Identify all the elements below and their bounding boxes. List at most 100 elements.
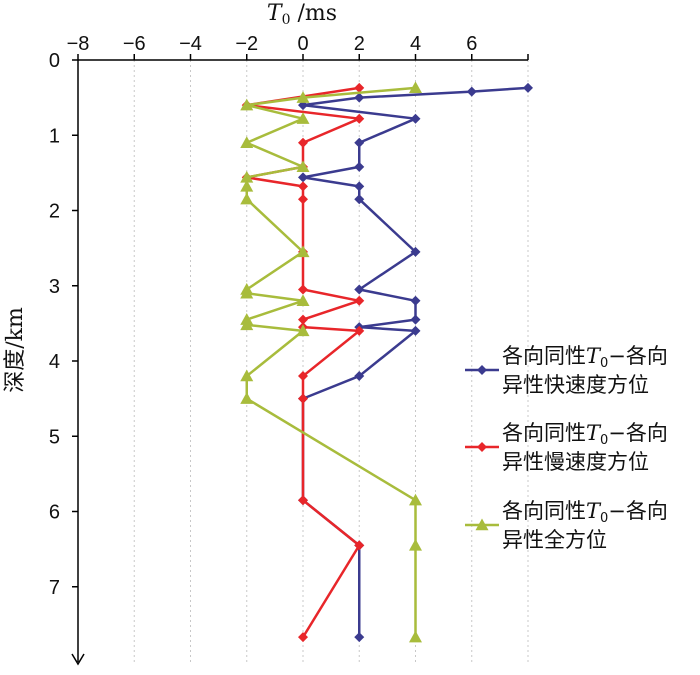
legend-label-line2: 异性快速度方位	[502, 373, 649, 397]
data-point	[240, 170, 254, 183]
data-point	[523, 82, 533, 93]
data-point	[354, 194, 365, 205]
legend-swatch-marker	[477, 365, 487, 375]
data-point	[354, 295, 365, 306]
data-point	[240, 136, 254, 148]
data-point	[354, 371, 365, 382]
y-tick-label: 6	[49, 502, 60, 524]
data-point	[240, 98, 254, 111]
x-tick-label: 0	[297, 33, 308, 55]
data-point	[240, 192, 254, 205]
legend-label-line1: 各向同性T0−各向	[502, 421, 668, 448]
legend-label-line2: 异性慢速度方位	[502, 450, 649, 474]
data-point	[354, 137, 365, 148]
data-point	[240, 286, 254, 299]
legend-label-line1: 各向同性T0−各向	[502, 344, 668, 371]
x-tick-label: −2	[235, 33, 258, 55]
data-point	[354, 284, 365, 295]
data-point	[296, 160, 310, 173]
data-point	[354, 181, 365, 192]
legend-label-post: −各向	[608, 421, 668, 445]
data-point	[296, 294, 310, 306]
y-axis-title: 深度/km	[3, 307, 28, 393]
series-3	[240, 81, 422, 643]
y-tick-label: 4	[49, 351, 60, 373]
series-line	[245, 86, 417, 638]
legend-label-pre: 各向同性	[502, 421, 586, 445]
x-tick-label: 4	[410, 33, 421, 55]
y-tick-label: 7	[49, 577, 60, 599]
data-point	[240, 392, 254, 404]
axes-layer	[71, 59, 528, 666]
data-point	[240, 179, 254, 192]
legend-label-var: T	[586, 499, 602, 523]
legend-label-sub: 0	[600, 433, 608, 448]
x-tick-label: −6	[123, 33, 146, 55]
data-point	[354, 82, 365, 93]
data-point	[240, 318, 254, 331]
data-point	[410, 246, 421, 257]
data-point	[410, 314, 421, 325]
data-point	[466, 86, 477, 97]
y-tick-label: 3	[49, 276, 60, 298]
legend: 各向同性T0−各向异性快速度方位各向同性T0−各向异性慢速度方位各向同性T0−各…	[465, 344, 668, 552]
x-tick-label: −8	[67, 33, 90, 55]
legend-label-line1: 各向同性T0−各向	[502, 499, 668, 526]
x-axis-title-var: T	[267, 1, 284, 26]
data-point	[354, 92, 365, 103]
data-point	[354, 540, 365, 551]
series-layer	[240, 81, 533, 643]
x-axis-title: T0 /ms	[267, 1, 337, 28]
data-point	[296, 91, 310, 103]
data-point	[410, 113, 421, 124]
ticks-layer: −8 −6 −4 −2 0 2 4 6 0 1 2 3 4 5 6 7	[49, 33, 529, 599]
legend-label-var: T	[586, 344, 602, 368]
legend-label-pre: 各向同性	[502, 344, 586, 368]
data-point	[298, 495, 308, 506]
data-point	[409, 81, 422, 94]
data-point	[298, 371, 308, 382]
x-tick-label: 2	[354, 33, 365, 55]
data-point	[298, 393, 308, 404]
series-2	[241, 82, 365, 643]
legend-label-sub: 0	[600, 356, 608, 371]
data-point	[410, 295, 421, 306]
legend-label-var: T	[586, 421, 602, 445]
data-point	[298, 284, 308, 295]
grid-layer	[133, 60, 529, 662]
legend-label-sub: 0	[600, 511, 608, 526]
data-point	[296, 245, 310, 258]
data-point	[298, 181, 308, 192]
x-tick-label: −4	[179, 33, 202, 55]
x-tick-label: 6	[466, 33, 477, 55]
data-point	[298, 632, 308, 643]
legend-label-line2: 异性全方位	[502, 528, 607, 552]
y-tick-label: 5	[49, 426, 60, 448]
legend-label-pre: 各向同性	[502, 499, 586, 523]
data-point	[298, 194, 308, 205]
legend-swatch-marker	[477, 442, 487, 452]
data-point	[298, 314, 308, 325]
legend-label-post: −各向	[608, 499, 668, 523]
data-point	[410, 325, 421, 336]
data-point	[354, 113, 365, 124]
data-point	[354, 632, 365, 643]
data-point	[409, 538, 422, 551]
data-point	[240, 369, 254, 382]
y-tick-label: 0	[49, 50, 60, 72]
x-axis-title-unit: /ms	[291, 1, 338, 26]
data-point	[296, 112, 310, 124]
legend-swatch-marker	[475, 518, 489, 531]
y-axis-arrow-icon	[71, 653, 85, 666]
data-point	[298, 172, 308, 183]
data-point	[296, 324, 310, 337]
data-point	[354, 325, 365, 336]
data-point	[409, 630, 422, 643]
y-tick-label: 1	[49, 125, 60, 147]
data-point	[409, 493, 422, 506]
y-tick-label: 2	[49, 201, 60, 223]
